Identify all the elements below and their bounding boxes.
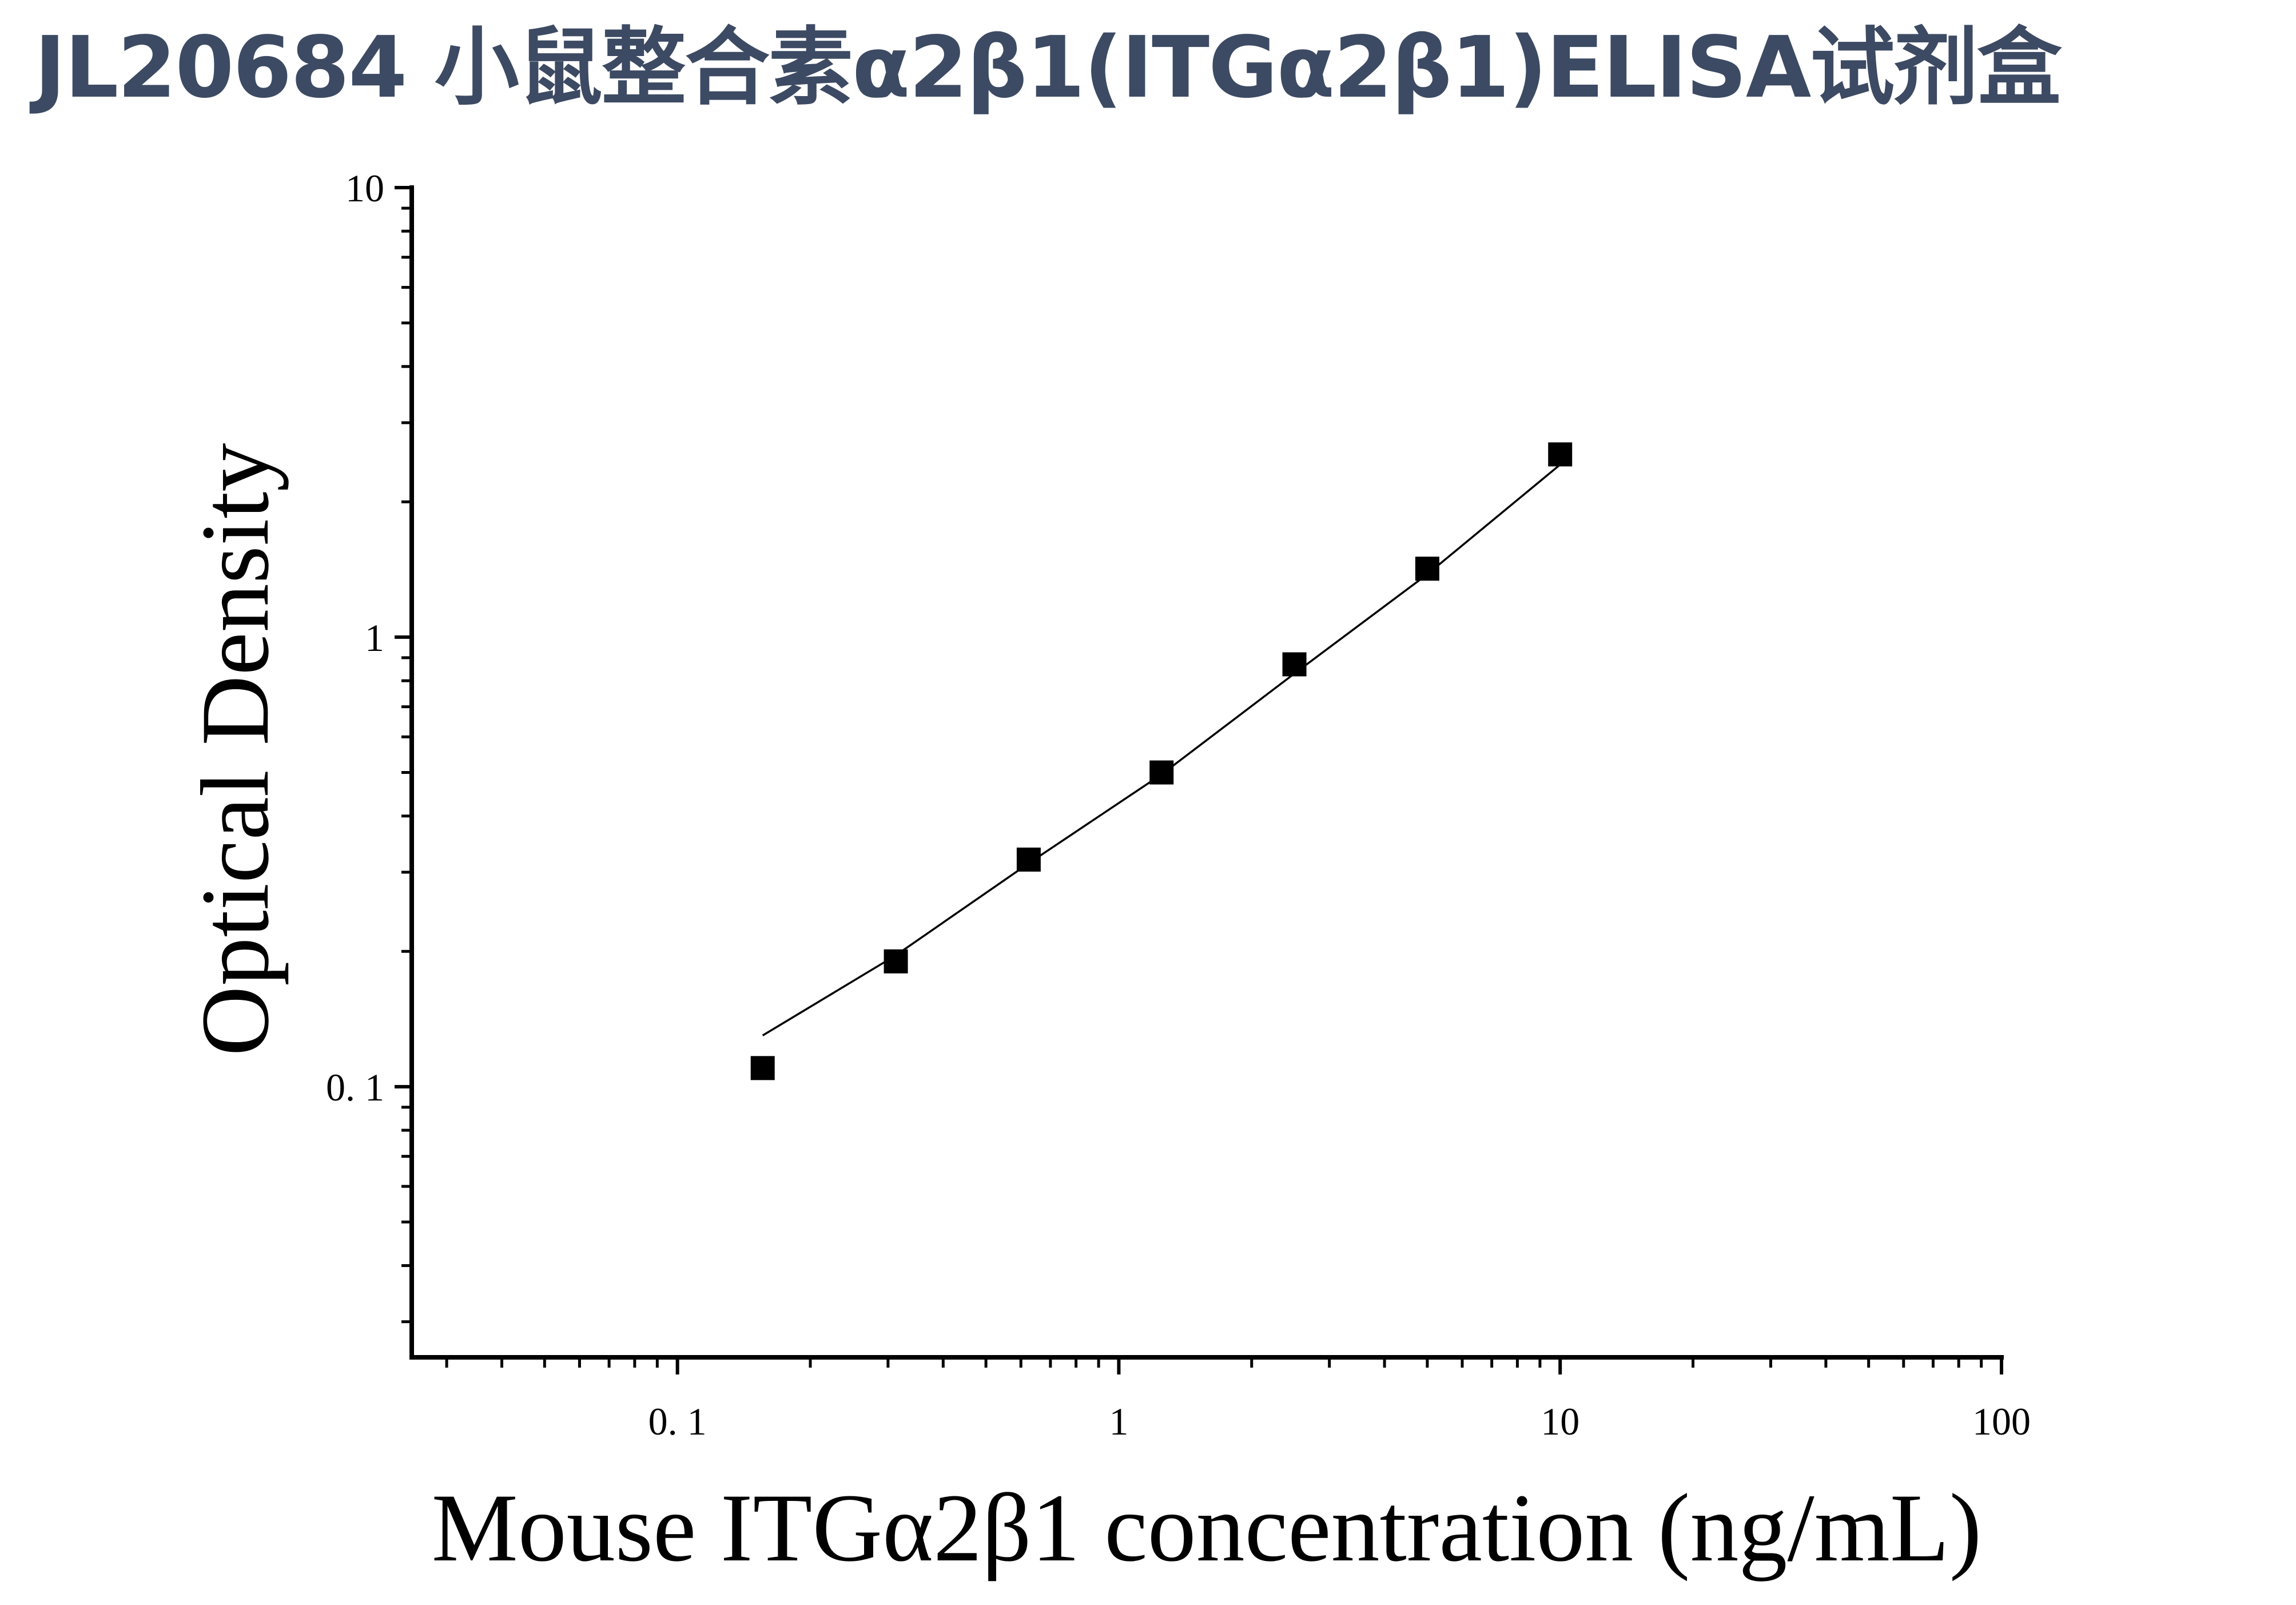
data-point (1548, 442, 1573, 467)
y-axis-title: Optical Density (181, 443, 289, 1056)
x-tick-label: 1 (1109, 1400, 1128, 1443)
data-point (1415, 557, 1439, 581)
data-point (1149, 760, 1174, 785)
data-point (1016, 847, 1041, 872)
y-tick-label: 0. 1 (326, 1066, 384, 1109)
x-axis-title: Mouse ITGα2β1 concentration (ng/mL) (432, 1474, 1982, 1582)
fit-curve (762, 463, 1561, 1036)
data-points-layer (750, 442, 1573, 1080)
y-tick-label: 1 (365, 616, 384, 660)
x-tick-label: 10 (1541, 1400, 1579, 1443)
page-title: JL20684 小鼠整合素α2β1(ITGα2β1)ELISA试剂盒 (34, 18, 2062, 117)
data-point (1282, 652, 1307, 677)
x-tick-label: 0. 1 (648, 1400, 707, 1443)
data-point (750, 1056, 775, 1080)
fit-curve-layer (762, 463, 1561, 1036)
x-tick-label: 100 (1972, 1400, 2031, 1443)
y-tick-label: 10 (345, 166, 384, 210)
axes: 0. 1 1 10 100 0. 1 1 10 (326, 166, 2031, 1443)
data-point (884, 949, 908, 974)
